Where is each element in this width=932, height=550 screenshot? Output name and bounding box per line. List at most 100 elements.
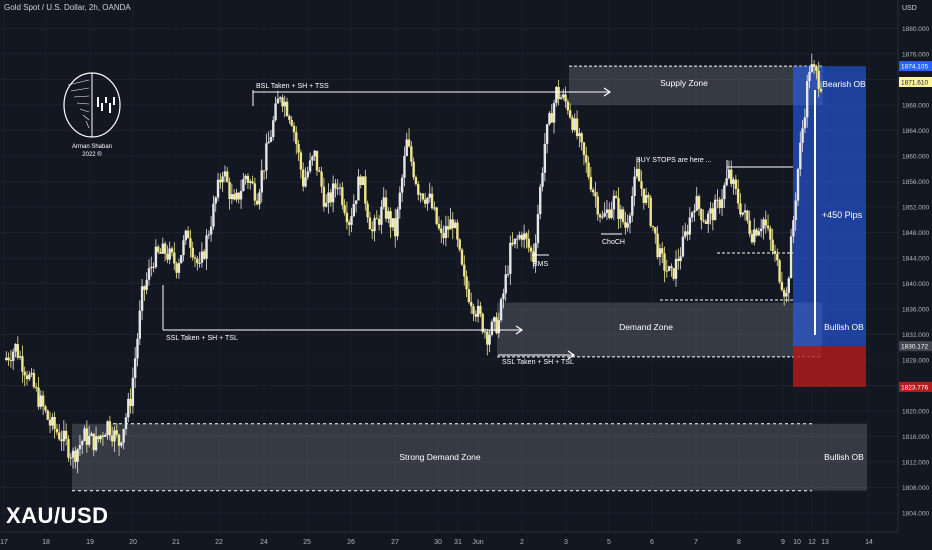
candle-body [789,236,793,279]
price-tick-label: 1880.000 [902,26,929,33]
brain-neural-line [79,108,90,113]
candle-body [488,334,491,345]
candle-body [170,248,174,253]
candle-body [76,449,79,462]
price-tick-label: 1868.000 [902,103,929,110]
choch-label: ChoCH [602,239,625,246]
candle-body [635,168,639,177]
candle-body [757,231,761,236]
price-badge-label: 1830.172 [901,344,928,351]
candle-body [147,268,151,280]
candle-body [527,238,530,248]
candle-body [810,64,813,72]
time-tick-label: 27 [391,539,399,546]
candle-body [396,209,399,237]
candle-body [177,263,181,273]
candle-body [299,152,303,170]
candle-body [41,395,45,407]
candle-body [426,197,429,204]
candle-body [704,221,708,224]
candle-body [136,338,139,359]
candle-body [39,395,43,407]
brain-candle-mark [109,103,111,113]
price-axis[interactable]: USD1880.0001876.0001872.0001868.0001864.… [897,0,932,550]
candle-body [221,176,224,183]
candle-body [161,243,164,254]
candle-body [545,124,549,144]
candle-body [398,192,402,210]
candle-body [516,238,519,240]
candle-body [746,210,749,221]
candle-body [734,179,738,189]
candle-body [131,377,135,406]
time-tick-label: 19 [86,539,94,546]
candle-body [596,196,599,215]
candle-body [223,171,227,177]
candle-body [150,266,153,269]
time-tick-label: 25 [303,539,311,546]
candle-body [815,66,818,71]
candle-body [124,417,128,430]
candle-body [785,292,788,297]
candle-body [196,258,199,264]
bullish-ob-low-label: Bullish OB [824,452,864,462]
candle-body [764,219,767,226]
candle-body [748,220,751,234]
candle-body [614,195,618,198]
candle-body [230,194,234,200]
time-axis[interactable]: 17 18 19 20 21 22 24 25 26 27 30 31 Jun 2 3 5 6 7 8 9 10 12 13… [0,531,898,546]
time-tick-label: 13 [821,539,829,546]
grid [0,28,898,514]
candle-body [67,439,70,458]
candle-body [371,229,374,232]
candle-body [578,133,581,137]
candle-body [193,257,197,259]
candle-body [110,435,114,442]
candle-body [654,227,657,234]
candle-body [536,214,540,244]
candle-body [366,203,369,218]
price-tick-label: 1856.000 [902,179,929,186]
candle-body [552,103,556,123]
candle-body [143,286,146,290]
candle-body [766,225,770,229]
candle-body [127,398,130,418]
candle-body [518,234,521,239]
price-badge[interactable] [899,381,932,392]
brain-candle-mark [105,97,107,103]
candle-body [133,358,137,378]
candle-body [651,225,655,228]
candle-body [460,249,464,265]
candle-body [159,251,162,254]
candle-body [322,186,326,207]
price-tick-label: 1852.000 [902,205,929,212]
price-badge[interactable] [899,341,932,352]
price-badge-label: 1823.776 [901,384,928,391]
candle-body [456,222,459,240]
candle-body [235,192,238,200]
candle-body [297,144,300,153]
candle-body [663,253,666,271]
candle-body [697,196,701,209]
candle-body [117,434,121,446]
candle-body [504,274,507,294]
candle-body [681,236,685,257]
candle-body [348,222,351,225]
candle-body [237,192,240,200]
candle-body [338,187,342,189]
demand-zone-label: Demand Zone [619,322,673,332]
price-badge[interactable] [899,61,932,72]
candle-body [129,398,132,406]
candle-body [819,88,823,92]
candle-body [693,210,696,213]
candle-body [792,220,795,237]
candle-body [191,247,194,258]
candle-body [472,306,475,315]
candle-body [647,195,650,198]
candle-body [750,233,754,243]
candle-body [97,436,100,440]
price-badge[interactable] [899,76,932,87]
candle-body [467,289,471,302]
candle-body [85,428,89,445]
